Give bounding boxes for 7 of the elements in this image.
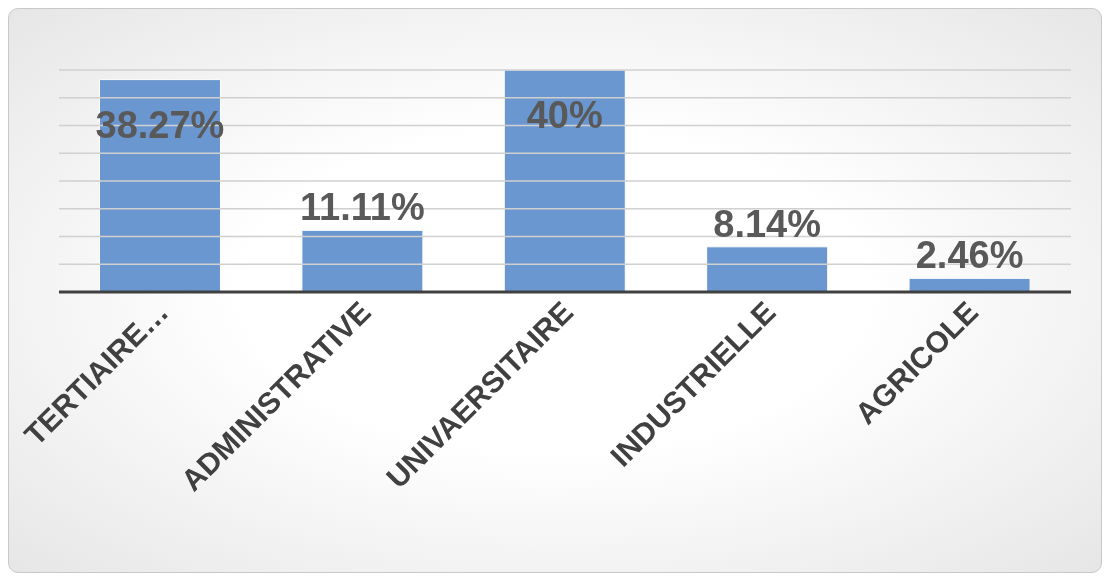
data-label: 8.14% xyxy=(713,202,822,245)
bar xyxy=(301,229,424,292)
bar xyxy=(908,277,1031,292)
bar xyxy=(706,246,829,292)
data-label: 11.11% xyxy=(300,186,425,229)
bar xyxy=(503,70,626,292)
data-label: 2.46% xyxy=(915,234,1024,277)
